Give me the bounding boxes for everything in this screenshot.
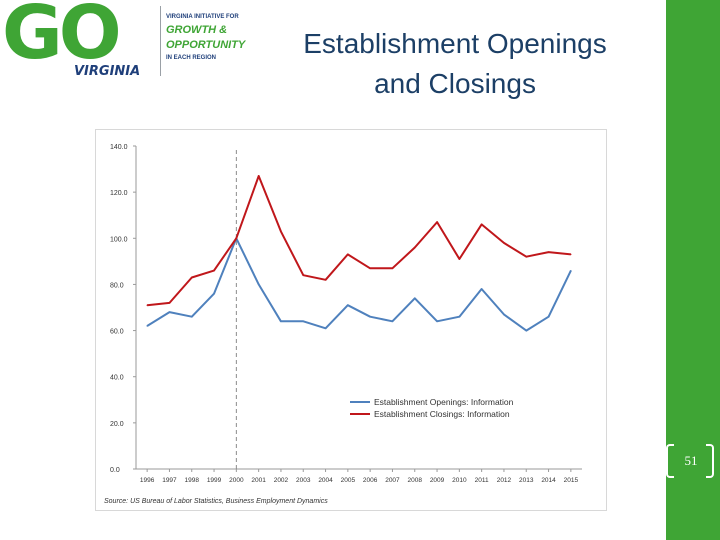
logo-tagline-growth: GROWTH & xyxy=(166,24,228,36)
logo-virginia-text: VIRGINIA xyxy=(74,64,141,79)
data-point xyxy=(369,316,371,318)
series-line-closings xyxy=(146,175,572,307)
data-point xyxy=(325,279,327,281)
x-tick-label: 2007 xyxy=(385,477,400,484)
right-accent-bar xyxy=(666,0,720,540)
x-axis: 1996 1997 1998 1999 2000 2001 2002 2003 2004 2005… xyxy=(136,468,582,484)
data-point xyxy=(347,253,349,255)
data-point xyxy=(213,293,215,295)
x-tick-label: 2006 xyxy=(363,477,378,484)
data-point xyxy=(325,327,327,329)
x-tick-label: 2000 xyxy=(229,477,244,484)
x-tick-label: 2003 xyxy=(296,477,311,484)
data-point xyxy=(548,316,550,318)
data-point xyxy=(280,320,282,322)
x-tick-label: 2002 xyxy=(274,477,289,484)
data-point xyxy=(302,320,304,322)
x-tick-label: 2011 xyxy=(475,477,489,484)
data-point xyxy=(503,313,505,315)
data-point xyxy=(414,297,416,299)
x-tick-label: 2008 xyxy=(408,477,423,484)
data-point xyxy=(436,221,438,223)
data-point xyxy=(570,253,572,255)
chart-legend: Establishment Openings: Information Estab… xyxy=(350,397,514,419)
x-tick-label: 2012 xyxy=(497,477,512,484)
y-tick-label: 100.0 xyxy=(110,236,128,243)
data-point xyxy=(391,320,393,322)
data-point xyxy=(280,230,282,232)
y-tick-label: 40.0 xyxy=(110,375,124,382)
data-point xyxy=(146,325,148,327)
data-point xyxy=(481,223,483,225)
data-point xyxy=(525,330,527,332)
y-tick-label: 140.0 xyxy=(110,144,128,151)
slide-title: Establishment Openings and Closings xyxy=(260,24,650,104)
data-point xyxy=(302,274,304,276)
data-point xyxy=(191,316,193,318)
legend-label: Establishment Openings: Information xyxy=(374,397,514,407)
data-point xyxy=(347,304,349,306)
data-point xyxy=(548,251,550,253)
y-tick-label: 120.0 xyxy=(110,190,128,197)
slide-number: 51 xyxy=(684,453,698,468)
y-tick-label: 80.0 xyxy=(110,282,124,289)
legend-label: Establishment Closings: Information xyxy=(374,409,510,419)
logo-tagline-opportunity: OPPORTUNITY xyxy=(166,39,246,51)
x-tick-label: 2009 xyxy=(430,477,445,484)
data-point xyxy=(391,267,393,269)
slide-title-line-1: Establishment Openings xyxy=(303,28,607,59)
data-point xyxy=(481,288,483,290)
data-point xyxy=(503,242,505,244)
slide-number-bracket-left xyxy=(666,444,674,478)
data-point xyxy=(168,311,171,313)
logo-tagline-top: VIRGINIA INITIATIVE FOR xyxy=(166,14,239,20)
x-tick-label: 2004 xyxy=(318,477,333,484)
x-tick-label: 1996 xyxy=(140,477,155,484)
go-virginia-logo: GO VIRGINIA VIRGINIA INITIATIVE FOR GROW… xyxy=(0,0,270,90)
data-point xyxy=(258,175,260,177)
x-tick-label: 2013 xyxy=(519,477,534,484)
data-point xyxy=(191,276,193,279)
data-point xyxy=(414,246,416,249)
y-axis: 0.0 20.0 40.0 60.0 80.0 100.0 120.0 140.0 xyxy=(110,144,137,474)
x-tick-label: 1997 xyxy=(162,477,177,484)
data-point xyxy=(369,267,371,269)
data-point xyxy=(570,270,572,272)
x-tick-label: 2010 xyxy=(452,477,467,484)
x-tick-label: 2005 xyxy=(341,477,356,484)
data-point xyxy=(436,320,438,322)
y-tick-label: 0.0 xyxy=(110,467,120,474)
chart-panel: 0.0 20.0 40.0 60.0 80.0 100.0 120.0 140.0 1996 1… xyxy=(96,130,606,510)
data-point xyxy=(146,304,148,306)
logo-tagline-bottom: IN EACH REGION xyxy=(166,55,217,61)
x-tick-label: 1998 xyxy=(185,477,200,484)
data-point xyxy=(258,283,260,285)
series-lines xyxy=(146,175,572,332)
data-point xyxy=(525,256,527,258)
logo-go-mark: GO xyxy=(2,0,122,76)
data-point xyxy=(458,316,460,318)
x-tick-label: 2015 xyxy=(564,477,579,484)
logo-divider xyxy=(160,6,161,76)
slide-number-bracket-right xyxy=(706,444,714,478)
data-point xyxy=(213,270,215,272)
x-tick-label: 1999 xyxy=(207,477,222,484)
x-tick-label: 2014 xyxy=(541,477,556,484)
series-line-openings xyxy=(146,237,572,332)
y-tick-label: 60.0 xyxy=(110,329,124,336)
chart-source-note: Source: US Bureau of Labor Statistics, B… xyxy=(104,498,328,505)
data-point xyxy=(168,302,171,304)
data-point xyxy=(235,237,237,239)
y-tick-label: 20.0 xyxy=(110,421,124,428)
x-tick-label: 2001 xyxy=(251,477,266,484)
slide-title-line-2: and Closings xyxy=(374,68,536,99)
data-point xyxy=(458,258,460,260)
